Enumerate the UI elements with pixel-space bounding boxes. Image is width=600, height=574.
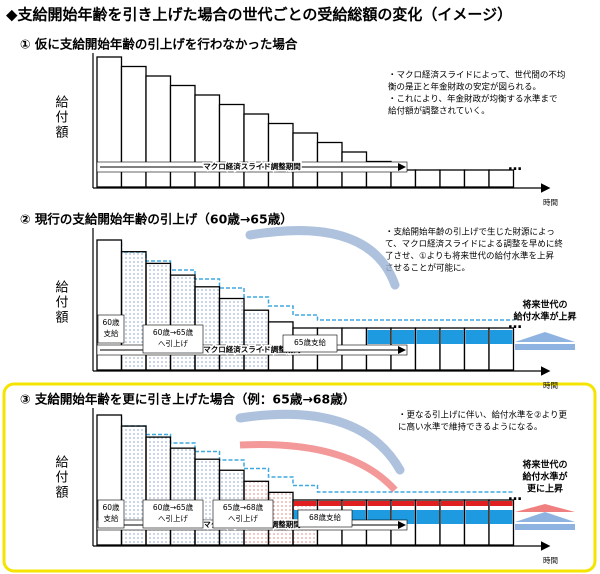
future-gain [465,501,488,506]
label: 支給 [104,513,119,523]
future-gain [441,330,464,344]
previous-level [97,242,514,321]
future-gain [392,501,415,506]
bar [488,169,515,188]
label: 68歳支給 [309,512,342,522]
y-axis-label: 給付額 [53,455,69,500]
bar [169,447,196,546]
label: へ引上げ [158,514,188,523]
future-gain [490,330,513,344]
label-box [97,499,125,529]
label: 60歳→65歳 [153,502,194,512]
note: ・更なる引上げに伴い、給付水準を②より更 [398,410,567,421]
x-axis-label: 時間 [543,381,558,390]
future-gain [416,330,439,344]
period-label: マクロ経済スライド調整期間 [203,161,301,171]
y-axis-label: 給付額 [53,280,69,325]
future-label: 更に上昇 [527,483,563,495]
highlight-frame [2,382,597,573]
bar [194,94,221,188]
label: へ引上げ [228,514,258,523]
future-gain [465,510,488,524]
bar [267,122,294,188]
label-box [212,499,274,529]
note: ・マクロ経済スライドによって、世代間の不均 [388,70,565,81]
label-box [297,509,353,528]
note: に高い水準で維持できるようになる。 [398,422,542,433]
future-label: 給付水準が上昇 [513,311,576,323]
panel-heading: ② 現行の支給開始年齢の引上げ（60歳→65歳） [20,212,293,227]
future-gain [294,501,317,506]
bar [218,297,245,371]
bar [439,169,466,188]
future-gain [441,510,464,524]
future-gain [441,501,464,506]
up-arrow [515,344,575,350]
label: 60歳 [102,502,120,512]
future-gain [367,501,390,506]
note: 衡の是正と年金財政の安定が図られる。 [388,82,541,93]
future-gain [318,501,341,506]
bar [243,113,270,188]
note: ・支給開始年齢の引上げで生じた財源によっ [385,227,555,238]
note: させることが可能に。 [385,263,470,274]
panel-heading: ③ 支給開始年齢を更に引き上げた場合（例：65歳→68歳） [20,392,355,407]
label: へ引上げ [158,339,188,348]
future-gain [416,501,439,506]
bar [218,103,245,188]
note: 了させ、①よりも将来世代の給付水準を上昇 [385,251,554,262]
future-label: 将来世代の [522,299,567,311]
future-gain [490,501,513,506]
label-box [142,324,204,354]
bar [292,132,319,188]
note: て、マクロ経済スライドによる調整を早めに終 [385,239,563,250]
label: 支給 [104,328,119,338]
note: ・これにより、年金財政が均衡する水準まで [388,94,558,105]
future-gain [392,330,415,344]
shift-arrow [235,409,405,475]
title: ◆支給開始年齢を引き上げた場合の世代ごとの受給総額の変化（イメージ） [6,6,512,24]
shift-arrow [245,226,400,290]
up-arrow-red [515,504,575,512]
shift-arrow [239,441,398,493]
bar [414,169,441,188]
future-gain [416,510,439,524]
future-gain [343,501,366,506]
future-label: 給付水準が [522,471,568,483]
label: 60歳 [102,317,120,327]
future-label: 将来世代の [522,459,567,471]
period-label: マクロ経済スライド調整期間 [203,344,301,354]
up-arrow [515,512,575,522]
label-box [142,499,204,529]
label: 65歳→68歳 [223,502,264,512]
bar [169,274,196,371]
label: 65歳支給 [294,337,327,347]
panel-heading: ① 仮に支給開始年齢の引上げを行わなかった場合 [20,37,298,52]
future-gain [367,330,390,344]
bar [390,169,417,188]
future-gain [465,330,488,344]
bar [243,309,270,371]
label-box [97,314,125,344]
bar [463,169,490,188]
label: 60歳→65歳 [153,327,194,337]
label-box [282,334,338,353]
note: 給付額が調整されていく。 [388,106,490,117]
previous-level [97,416,514,493]
up-arrow [515,524,575,530]
x-axis-label: 時間 [543,198,558,207]
future-gain [490,510,513,524]
y-axis-label: 給付額 [53,95,69,140]
up-arrow [515,332,575,342]
x-axis-label: 時間 [543,556,558,565]
